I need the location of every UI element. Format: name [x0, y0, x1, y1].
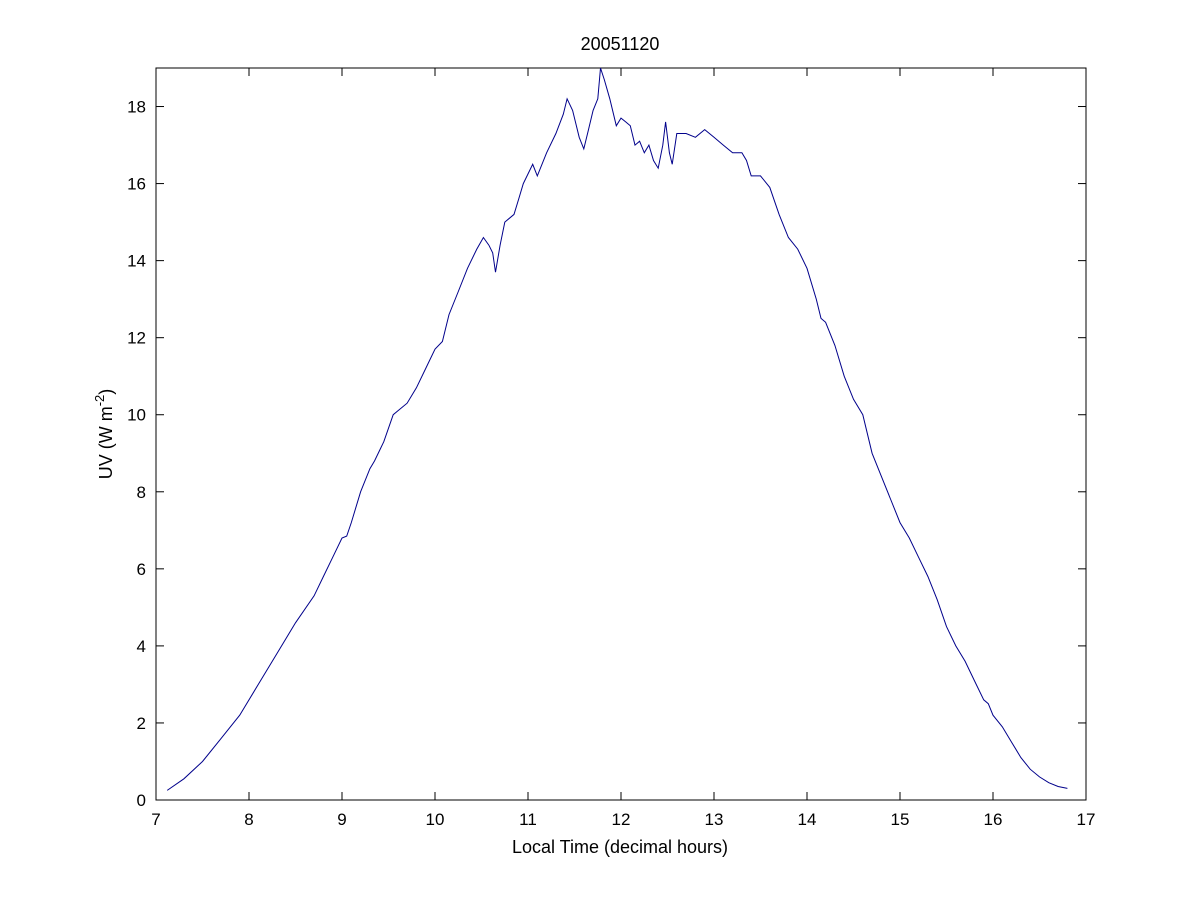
y-tick-label: 12 — [127, 329, 146, 348]
uv-series-line — [166, 67, 1068, 791]
x-tick-label: 11 — [519, 810, 537, 829]
y-axis-label-exponent: -2 — [92, 395, 107, 407]
y-tick-label: 14 — [127, 252, 146, 271]
y-axis-label-suffix: ) — [96, 389, 116, 395]
y-axis-ticks: 0 2 4 6 8 10 12 14 16 18 — [127, 98, 1086, 810]
y-tick-label: 4 — [137, 637, 146, 656]
y-tick-label: 18 — [127, 98, 146, 117]
y-tick-label: 8 — [137, 483, 146, 502]
y-tick-label: 10 — [127, 406, 146, 425]
x-axis-label: Local Time (decimal hours) — [512, 837, 728, 857]
y-tick-label: 2 — [137, 714, 146, 733]
y-tick-label: 0 — [137, 791, 146, 810]
x-tick-label: 17 — [1077, 810, 1096, 829]
x-tick-label: 7 — [151, 810, 160, 829]
x-tick-label: 9 — [337, 810, 346, 829]
x-tick-label: 12 — [612, 810, 631, 829]
y-axis-label: UV (W m-2) — [92, 389, 116, 480]
y-tick-label: 16 — [127, 175, 146, 194]
x-tick-label: 13 — [705, 810, 724, 829]
x-tick-label: 15 — [891, 810, 910, 829]
x-tick-label: 16 — [984, 810, 1003, 829]
x-tick-label: 10 — [426, 810, 445, 829]
y-axis-label-prefix: UV (W m — [96, 406, 116, 479]
x-axis-ticks: 7 8 9 10 11 12 13 14 15 16 17 — [151, 68, 1095, 829]
x-tick-label: 14 — [798, 810, 817, 829]
chart-title: 20051120 — [581, 34, 660, 54]
plot-area-frame — [155, 67, 1087, 801]
y-tick-label: 6 — [137, 560, 146, 579]
x-tick-label: 8 — [244, 810, 253, 829]
